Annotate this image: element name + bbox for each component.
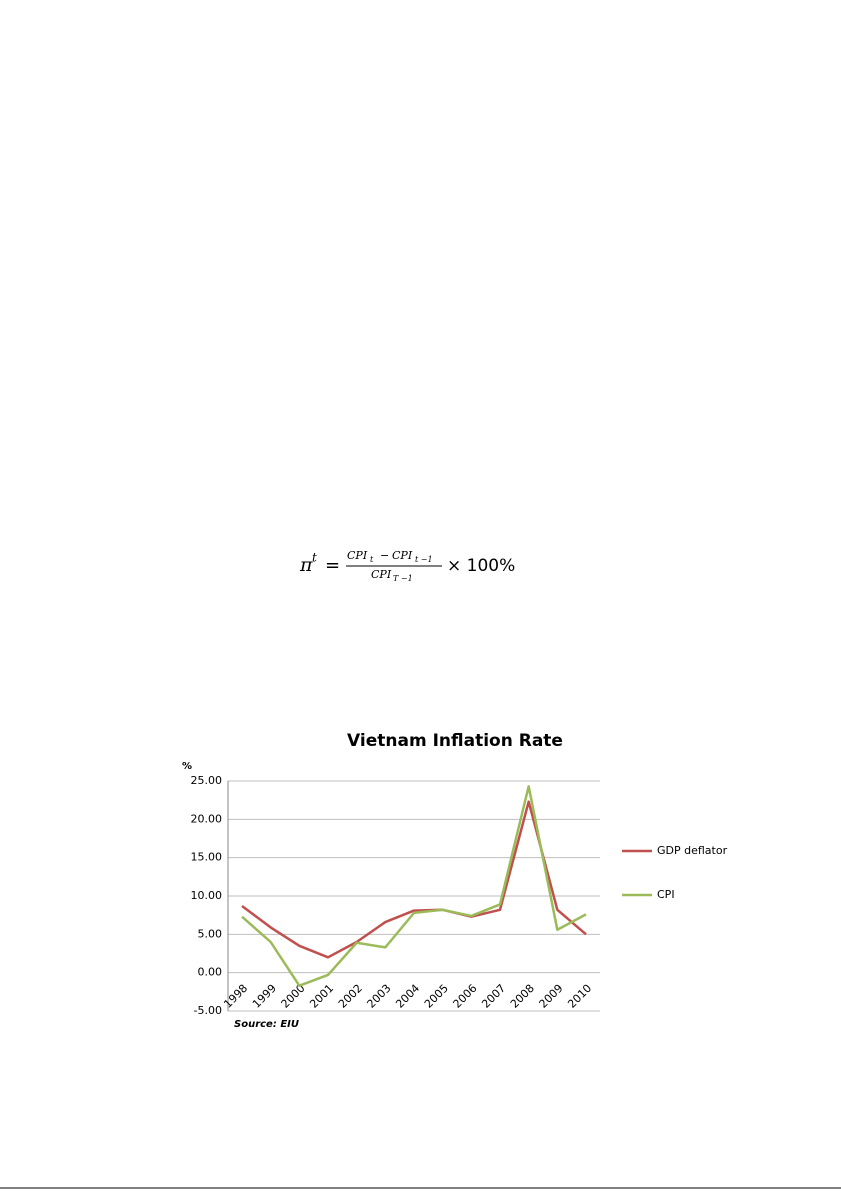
y-tick-label: -5.00 [194,1004,222,1017]
x-tick-label: 2006 [451,982,480,1011]
x-tick-label: 2002 [336,982,365,1011]
x-tick-label: 2008 [508,982,537,1011]
chart-title: Vietnam Inflation Rate [347,731,563,751]
y-tick-label: 20.00 [191,812,223,825]
formula-den: CPI [371,568,392,581]
formula-sup: t [312,551,317,565]
legend-label: GDP deflator [657,844,728,857]
x-tick-label: 2001 [307,982,336,1011]
legend-label: CPI [657,888,675,901]
formula-num: CPI [392,549,413,562]
formula-sub: T −1 [393,574,413,583]
formula-lhs: π [299,554,313,576]
y-tick-label: 25.00 [191,774,223,787]
y-tick-label: 5.00 [198,927,223,940]
formula-equals: = [325,555,340,576]
series-line [241,785,587,987]
y-tick-label: 10.00 [191,889,223,902]
formula-minus: − [380,549,389,562]
x-tick-label: 2000 [279,982,308,1011]
y-axis-label: % [182,761,192,772]
formula-times: × 100% [447,556,515,576]
x-tick-label: 2003 [365,982,394,1011]
formula-sub: t −1 [415,555,433,564]
x-tick-label: 2005 [422,982,451,1011]
x-tick-label: 2007 [479,982,508,1011]
x-tick-label: 2004 [393,982,422,1011]
formula: π t = CPI t − CPI t −1 CPI T −1 × 100% [299,549,515,583]
y-tick-label: 0.00 [198,966,223,979]
x-tick-label: 2010 [565,982,594,1011]
x-tick-label: 2009 [537,982,566,1011]
x-tick-label: 1998 [221,982,250,1011]
formula-sub: t [370,555,374,564]
source: Source: EIU [234,1019,299,1030]
y-tick-label: 15.00 [191,851,223,864]
formula-num: CPI [347,549,368,562]
x-tick-label: 1999 [250,982,279,1011]
series-line [241,800,587,959]
